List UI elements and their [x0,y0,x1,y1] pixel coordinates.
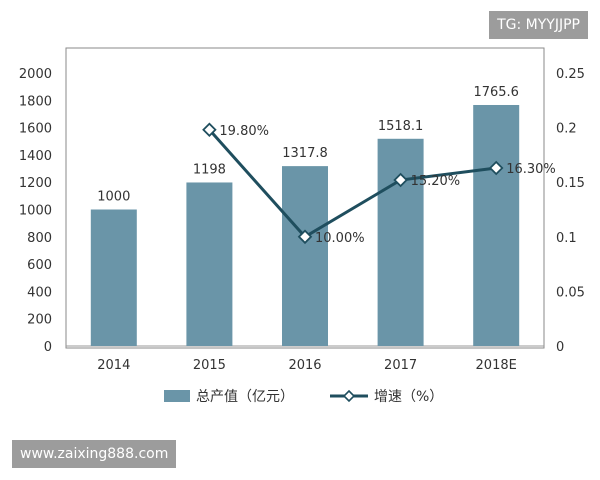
y-left-tick-label: 1600 [19,122,52,137]
bar-data-label: 1518.1 [378,119,424,134]
bar [90,209,137,346]
growth-line [208,128,497,239]
y-left-tick-label: 1000 [19,204,52,219]
bar [186,182,233,346]
bar-data-label: 1000 [97,190,130,205]
legend: 总产值（亿元） 增速（%） [164,389,443,405]
growth-data-label: 16.30% [506,162,556,177]
x-tick-label: 2018E [476,358,517,373]
watermark-top: TG: MYYJJPP [489,11,588,39]
y-left-tick-label: 2000 [19,67,52,82]
y-right-axis: 0 0.05 0.1 0.15 0.2 0.25 [556,67,585,355]
legend-line-label: 增速（%） [374,389,443,405]
bar [377,138,424,346]
growth-marker [202,122,217,138]
y-left-tick-label: 400 [27,285,52,300]
x-tick-label: 2015 [193,358,226,373]
x-tick-label: 2016 [288,358,321,373]
legend-line-marker [342,389,356,403]
y-left-tick-label: 800 [27,231,52,246]
y-left-tick-label: 600 [27,258,52,273]
growth-marker [488,160,504,176]
y-left-tick-label: 1200 [19,176,52,191]
bar-data-labels: 1000 1198 1317.8 1518.1 1765.6 [97,85,519,205]
y-left-tick-label: 200 [27,313,52,328]
y-right-tick-label: 0.1 [556,231,577,246]
x-tick-label: 2014 [97,358,130,373]
growth-data-label: 10.00% [315,231,365,246]
y-right-tick-label: 0 [556,340,564,355]
y-right-tick-label: 0.2 [556,122,577,137]
bar-data-label: 1317.8 [282,146,328,161]
bar-data-label: 1765.6 [473,85,519,100]
y-left-tick-label: 1400 [19,149,52,164]
line-series: 19.80% 10.00% 15.20% 16.30% [202,122,556,246]
y-left-tick-label: 1800 [19,94,52,109]
y-right-tick-label: 0.15 [556,176,585,191]
growth-marker [297,229,313,245]
y-right-tick-label: 0.25 [556,67,585,82]
bar-data-label: 1198 [193,162,226,177]
bar [282,166,328,346]
bar [473,104,520,346]
bar-series [90,104,520,346]
y-left-axis: 0 200 400 600 800 1000 1200 1400 1600 1800 2000 [19,67,52,355]
growth-data-label: 19.80% [219,124,269,139]
legend-bar-label: 总产值（亿元） [196,389,294,405]
growth-data-label: 15.20% [411,174,461,189]
legend-bar-swatch [164,390,190,402]
y-right-tick-label: 0.05 [556,285,585,300]
x-tick-label: 2017 [384,358,417,373]
x-axis-tick-labels: 2014 2015 2016 2017 2018E [97,358,517,373]
y-left-tick-label: 0 [44,340,52,355]
watermark-bottom: www.zaixing888.com [12,440,177,468]
growth-marker [393,172,408,188]
